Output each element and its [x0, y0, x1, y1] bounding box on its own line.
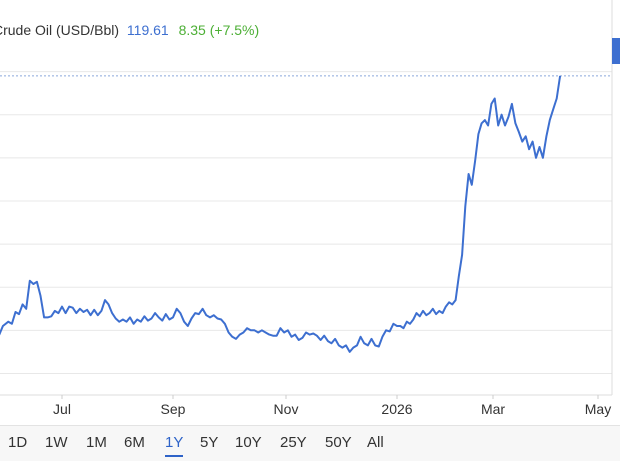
range-button-1y[interactable]: 1Y [165, 434, 184, 457]
instrument-name: Crude Oil (USD/Bbl) [0, 22, 120, 38]
range-button-25y[interactable]: 25Y [280, 434, 307, 451]
x-tick-label: Mar [481, 401, 505, 417]
chart-area: Jul Sep Nov 2026 Mar May Crude Oil (USD/Bbl) … [0, 0, 620, 417]
x-tick-label: Nov [274, 401, 299, 417]
x-tick-label: Sep [161, 401, 186, 417]
x-axis: Jul Sep Nov 2026 Mar May [53, 395, 611, 417]
range-button-50y[interactable]: 50Y [325, 434, 352, 451]
x-tick-label: May [585, 401, 611, 417]
x-tick-label: 2026 [381, 401, 412, 417]
series-group [0, 75, 562, 353]
legend: Crude Oil (USD/Bbl) 119.61 8.35 (+7.5%) [0, 22, 259, 38]
range-button-1w[interactable]: 1W [45, 434, 68, 451]
price-change: 8.35 (+7.5%) [178, 22, 260, 38]
range-button-6m[interactable]: 6M [124, 434, 145, 451]
range-button-1d[interactable]: 1D [8, 434, 28, 451]
range-button-all[interactable]: All [367, 434, 384, 451]
last-price: 119.61 [126, 22, 169, 38]
grid [0, 0, 613, 396]
price-chart: Jul Sep Nov 2026 Mar May [0, 0, 613, 417]
range-button-1m[interactable]: 1M [86, 434, 107, 451]
x-tick-label: Jul [53, 401, 71, 417]
range-selector: 1D 1W 1M 6M 1Y 5Y 10Y 25Y 50Y All [0, 425, 620, 461]
series-line [0, 75, 562, 353]
last-price-tag [612, 38, 620, 64]
range-button-10y[interactable]: 10Y [235, 434, 262, 451]
range-button-5y[interactable]: 5Y [200, 434, 219, 451]
